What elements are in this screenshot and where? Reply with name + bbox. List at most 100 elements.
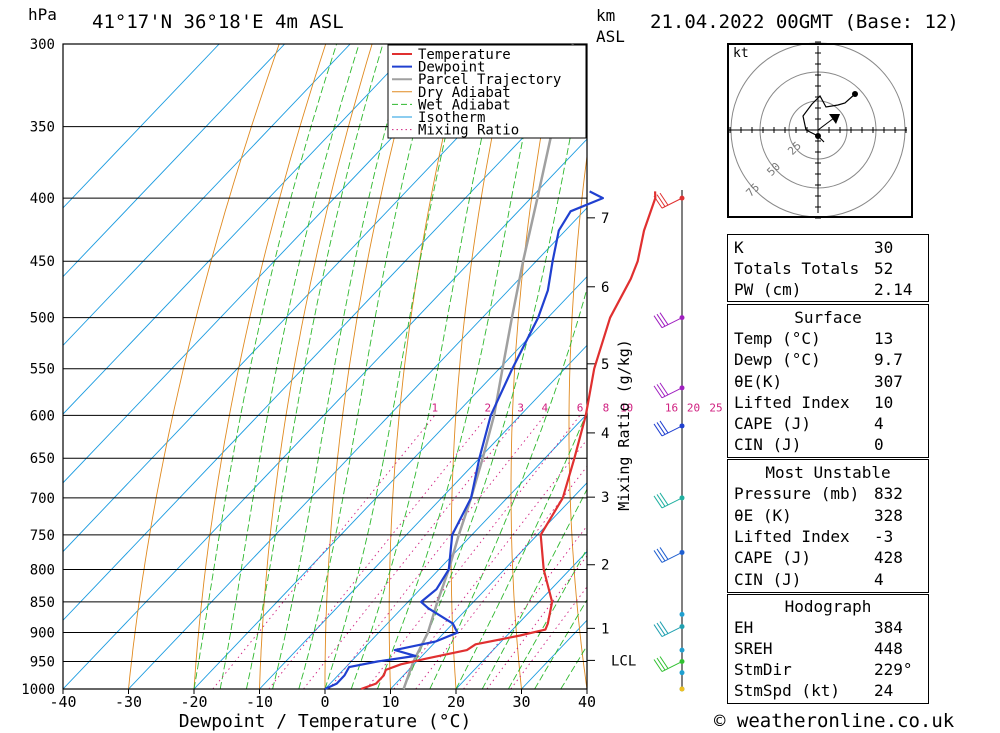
wind-barb-flag [653, 195, 663, 209]
mu-cape-label: CAPE (J) [734, 548, 812, 567]
indices-top-table: K 30 Totals Totals 52 PW (cm) 2.14 [727, 234, 929, 302]
isotherm-line [324, 413, 587, 689]
dry-adiabat [680, 44, 719, 689]
pressure-tick-label: 450 [30, 254, 55, 270]
surface-cape-label: CAPE (J) [734, 414, 812, 433]
wind-barb-flag [656, 494, 666, 507]
wind-barb-flag [653, 624, 663, 637]
copyright-link[interactable]: © weatheronline.co.uk [714, 710, 955, 732]
surface-thetae-value: 307 [874, 372, 903, 391]
mixing-ratio-label: 8 [603, 401, 610, 414]
wind-barb-flag [659, 382, 669, 396]
km-tick-label: 7 [601, 211, 609, 227]
index-pw-label: PW (cm) [734, 280, 802, 299]
wet-adiabat [508, 547, 587, 689]
wind-level-dot [679, 611, 685, 617]
mu-li-label: Lifted Index [734, 527, 850, 546]
wind-barb-shaft [661, 661, 683, 672]
datetime-label: 21.04.2022 00GMT (Base: 12) [650, 11, 959, 33]
pressure-tick-label: 550 [30, 362, 55, 378]
surface-thetae-label: θE(K) [734, 372, 783, 391]
wind-barb-flag [656, 384, 666, 397]
mu-thetae-label: θE (K) [734, 506, 792, 525]
mixing-ratio-label: 1 [431, 401, 438, 414]
wind-barb [653, 492, 683, 509]
wind-barb [653, 382, 683, 399]
pressure-tick-label: 500 [30, 311, 55, 327]
wind-barb-shaft [661, 497, 683, 509]
hodograph-panel: kt [727, 43, 913, 218]
mixing-ratio-label: 20 [687, 401, 700, 414]
wet-adiabat [219, 44, 360, 689]
isotherm-line [63, 44, 417, 415]
km-tick-label: LCL [611, 653, 636, 669]
wet-adiabat [481, 488, 587, 689]
legend-label: Dewpoint [418, 60, 485, 76]
mixing-ratio-line [366, 415, 581, 689]
wind-barb-flag [656, 548, 666, 562]
pressure-tick-label: 600 [30, 408, 55, 424]
surface-dewp-value: 9.7 [874, 350, 903, 369]
wind-barb-flag [653, 385, 663, 399]
index-k-label: K [734, 238, 744, 257]
wet-adiabat [429, 287, 587, 689]
x-tick-label: 20 [447, 693, 465, 711]
surface-li-value: 10 [874, 393, 894, 412]
mixing-ratio-label: 25 [709, 401, 722, 414]
surface-title: Surface [794, 308, 862, 327]
isotherm-line [63, 44, 548, 553]
x-axis-label: Dewpoint / Temperature (°C) [179, 711, 472, 732]
wet-adiabat [350, 44, 504, 689]
plot-frame [62, 43, 588, 690]
index-tt-label: Totals Totals [734, 259, 860, 278]
pressure-unit-label: hPa [28, 5, 57, 24]
surface-cin-label: CIN (J) [734, 435, 802, 454]
wind-barb-flag [653, 495, 663, 509]
pressure-tick-label: 300 [30, 37, 55, 53]
isotherm-line [193, 275, 587, 689]
mixing-ratio-label: 3 [517, 401, 524, 414]
most-unstable-table: Most Unstable Pressure (mb) 832 θE (K) 3… [727, 459, 929, 593]
storm-motion-arrow [829, 114, 840, 124]
pressure-tick-label: 850 [30, 595, 55, 611]
legend-label: Isotherm [418, 110, 485, 126]
isotherm-line [128, 207, 587, 689]
legend-label: Parcel Trajectory [418, 72, 561, 88]
mixing-ratio-line [486, 555, 587, 689]
x-tick-label: -40 [49, 693, 76, 711]
km-tick-label: 4 [601, 426, 609, 442]
hodograph-table: Hodograph EH 384 SREH 448 StmDir 229° St… [727, 594, 929, 704]
hodo-sreh-value: 448 [874, 639, 903, 658]
wind-barb [653, 420, 683, 437]
surface-li-label: Lifted Index [734, 393, 850, 412]
wind-barb [653, 656, 683, 672]
isotherm-line [63, 44, 482, 484]
mixing-ratio-label: 6 [577, 401, 584, 414]
wind-barb [653, 312, 683, 329]
wind-barb-flag [659, 547, 669, 560]
x-tick-label: -20 [180, 693, 207, 711]
isotherm-line [63, 138, 587, 689]
pressure-tick-label: 350 [30, 120, 55, 136]
hodo-eh-label: EH [734, 618, 754, 637]
hodograph-unit: kt [733, 46, 749, 61]
x-tick-label: 30 [512, 693, 530, 711]
pressure-tick-label: 650 [30, 451, 55, 467]
wind-barb-shaft [661, 425, 683, 437]
hodo-stmdir-value: 229° [874, 660, 913, 679]
km-tick-label: 6 [601, 280, 609, 296]
isotherm-line [63, 44, 220, 209]
mixing-ratio-line [303, 415, 522, 689]
pressure-tick-label: 950 [30, 655, 55, 671]
mu-title: Most Unstable [765, 463, 891, 482]
km-tick-label: 1 [601, 621, 609, 637]
height-unit-label: km [596, 6, 616, 25]
surface-dewp-label: Dewp (°C) [734, 350, 821, 369]
mixing-ratio-label: 16 [665, 401, 678, 414]
index-tt-value: 52 [874, 259, 894, 278]
wind-barb-flag [659, 656, 669, 669]
legend-label: Temperature [418, 47, 511, 63]
hodo-title: Hodograph [784, 597, 872, 616]
location-title: 41°17'N 36°18'E 4m ASL [92, 11, 344, 33]
